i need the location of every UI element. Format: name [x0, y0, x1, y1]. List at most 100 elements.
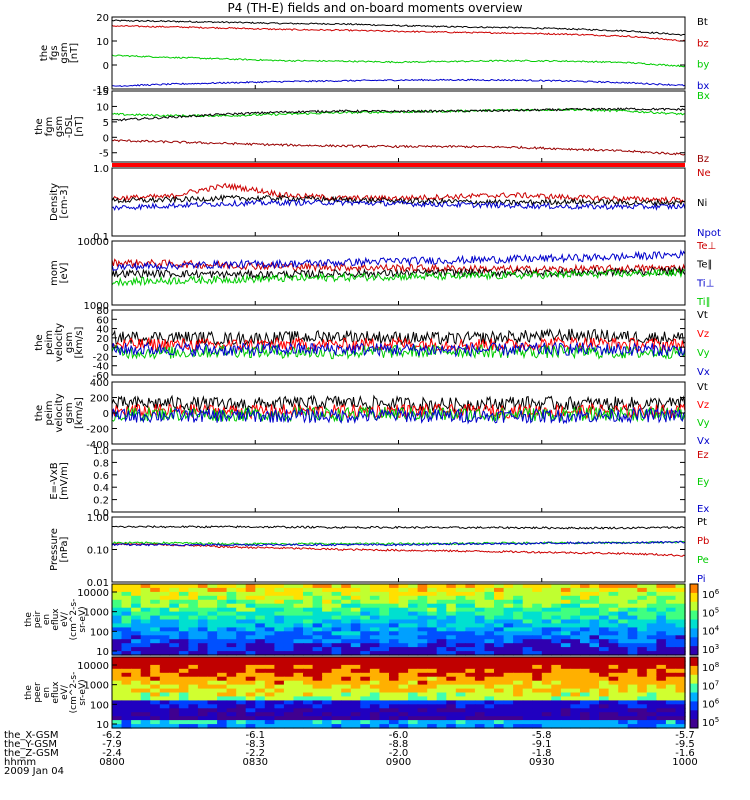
spectrogram-cell: [560, 708, 572, 713]
ytick-label: 10: [96, 720, 109, 731]
spectrogram-cell: [226, 724, 237, 729]
spectrogram-cell: [283, 643, 295, 648]
spectrogram-cell: [646, 619, 657, 624]
spectrogram-cell: [532, 587, 543, 593]
spectrogram-cell: [389, 587, 400, 593]
spectrogram-cell: [474, 631, 486, 636]
spectrogram-cell: [369, 631, 381, 636]
spectrogram-cell: [427, 647, 438, 652]
spectrogram-cell: [312, 595, 323, 601]
spectrogram-cell: [283, 599, 295, 605]
spectrogram-cell: [283, 595, 295, 601]
panel-frame-peer: [111, 656, 686, 729]
spectrogram-cell: [226, 595, 237, 601]
spectrogram-cell: [350, 672, 361, 678]
spectrogram-cell: [150, 672, 161, 678]
ephemeris-value: -9.1: [532, 739, 552, 750]
spectrogram-cell: [169, 643, 180, 648]
spectrogram-cell: [131, 587, 142, 593]
spectrogram-cell: [522, 599, 533, 605]
spectrogram-cell: [608, 603, 619, 609]
spectrogram-cell: [455, 664, 466, 670]
ytick-label: 0.0: [93, 508, 109, 519]
spectrogram-cell: [436, 595, 447, 601]
spectrogram-cell: [283, 664, 295, 670]
spectrogram-cell: [436, 584, 447, 589]
spectrogram-cell: [331, 623, 342, 628]
spectrogram-cell: [150, 704, 161, 709]
spectrogram-cell: [131, 627, 142, 632]
spectrogram-cell: [637, 660, 648, 666]
spectrogram-cell: [427, 716, 438, 721]
spectrogram-cell: [675, 692, 686, 697]
spectrogram-cell: [207, 724, 218, 729]
spectrogram-cell: [541, 708, 552, 713]
spectrogram-cell: [312, 603, 323, 609]
ytick-label: 1000: [84, 301, 109, 312]
spectrogram-cell: [312, 720, 323, 725]
spectrogram-cell: [665, 619, 677, 624]
spectrogram-cell: [656, 704, 667, 709]
spectrogram-cell: [331, 584, 342, 589]
spectrogram-cell: [570, 657, 581, 662]
spectrogram-cell: [131, 700, 142, 705]
spectrogram-cell: [341, 639, 352, 644]
spectrogram-cell: [140, 657, 151, 662]
spectrogram-cell: [369, 664, 381, 670]
spectrogram-cell: [303, 724, 314, 729]
spectrogram-cell: [379, 672, 390, 678]
colorbar-segment: [690, 637, 698, 647]
spectrogram-cell: [389, 607, 400, 613]
spectrogram-cell: [551, 651, 562, 656]
spectrogram-cell: [350, 623, 361, 628]
spectrogram-cell: [522, 587, 533, 593]
spectrogram-cell: [169, 696, 180, 701]
spectrogram-cell: [112, 668, 123, 674]
spectrogram-cell: [474, 599, 486, 605]
spectrogram-cell: [541, 676, 552, 682]
spectrogram-cell: [513, 623, 524, 628]
spectrogram-cell: [283, 619, 295, 624]
colorbar-segment: [690, 683, 698, 693]
spectrogram-cell: [474, 704, 486, 709]
panel-frame-exb: [111, 449, 686, 513]
spectrogram-cell: [360, 595, 371, 601]
spectrogram-cell: [121, 660, 132, 666]
spectrogram-cell: [417, 623, 428, 628]
spectrogram-cell: [264, 607, 275, 613]
spectrogram-cell: [197, 595, 209, 601]
spectrogram-cell: [675, 716, 686, 721]
spectrogram-cell: [637, 684, 648, 690]
spectrogram-cell: [665, 712, 677, 717]
spectrogram-cell: [474, 716, 486, 721]
spectrogram-cell: [503, 584, 514, 589]
spectrogram-cell: [140, 700, 151, 705]
legend-exb-0: Ez: [697, 450, 709, 461]
spectrogram-cell: [408, 672, 419, 678]
spectrogram-cell: [522, 684, 533, 690]
spectrogram-cell: [389, 619, 400, 624]
spectrogram-cell: [140, 724, 151, 729]
spectrogram-cell: [283, 668, 295, 674]
spectrogram-cell: [427, 672, 438, 678]
spectrogram-cell: [637, 587, 648, 593]
spectrogram-cell: [303, 619, 314, 624]
spectrogram-cell: [417, 676, 428, 682]
spectrogram-cell: [264, 724, 275, 729]
spectrogram-cell: [446, 672, 457, 678]
ytick-label: 0.10: [87, 546, 109, 557]
spectrogram-cell: [293, 684, 304, 690]
spectrogram-cell: [274, 647, 285, 652]
spectrogram-cell: [541, 611, 552, 617]
spectrogram-cell: [389, 700, 400, 705]
spectrogram-cell: [608, 668, 619, 674]
spectrogram-cell: [465, 639, 476, 644]
spectrogram-cell: [360, 611, 371, 617]
spectrogram-cell: [551, 647, 562, 652]
spectrogram-cell: [646, 639, 657, 644]
spectrogram-cell: [665, 716, 677, 721]
spectrogram-cell: [580, 708, 591, 713]
spectrogram-cell: [427, 639, 438, 644]
spectrogram-cell: [665, 643, 677, 648]
spectrogram-cell: [217, 700, 228, 705]
